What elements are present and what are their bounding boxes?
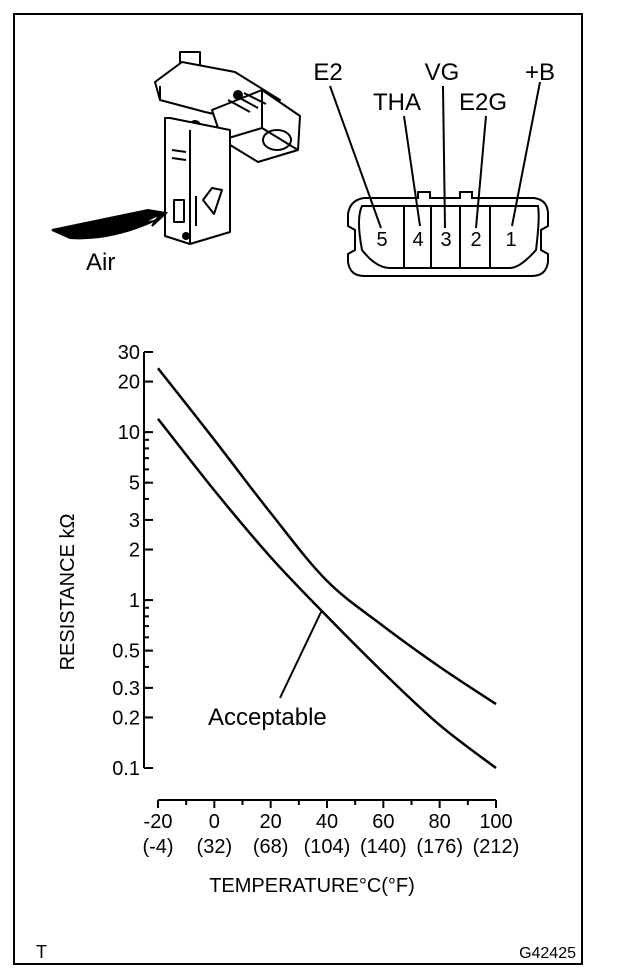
x-tick-label-fahrenheit: (212): [473, 836, 520, 858]
acceptable-leader-line: [279, 609, 323, 699]
chart-series: [157, 367, 497, 769]
terminal-name: +B: [525, 59, 555, 86]
x-tick-label-fahrenheit: (32): [197, 836, 233, 858]
pin-number: 3: [440, 229, 451, 251]
x-tick-label-fahrenheit: (140): [360, 836, 407, 858]
y-tick-label: 30: [118, 342, 140, 364]
connector-face: [347, 191, 549, 277]
x-tick-label-fahrenheit: (176): [416, 836, 463, 858]
x-tick-label-celsius: 80: [429, 811, 451, 833]
terminal-name: VG: [425, 59, 460, 86]
x-tick-label-celsius: -20: [144, 811, 173, 833]
x-tick-label-celsius: 100: [479, 811, 512, 833]
pin-number: 5: [376, 229, 387, 251]
y-tick-label: 10: [118, 422, 140, 444]
y-tick-label: 1: [129, 590, 140, 612]
lower-limit-curve: [157, 418, 497, 769]
x-axis-label: TEMPERATURE°C(°F): [209, 875, 415, 897]
y-tick-label: 3: [129, 510, 140, 532]
terminal-name: THA: [373, 89, 421, 116]
figure-border: [13, 13, 583, 965]
terminal-name: E2G: [459, 89, 507, 116]
x-tick-label-fahrenheit: (-4): [142, 836, 173, 858]
y-tick-label: 0.5: [112, 641, 140, 663]
terminal-leader-lines: [329, 81, 541, 229]
upper-limit-curve: [157, 367, 497, 706]
pin-number: 1: [505, 229, 516, 251]
acceptable-annotation: Acceptable: [208, 704, 327, 731]
resistance-temperature-chart: 30 20 10 5 3 2 1 0.5 0.3 0.2 0.1 -20 (-4) 0 (32) 20 (68…: [57, 342, 519, 897]
x-tick-label-celsius: 20: [260, 811, 282, 833]
terminal-names: E2 THA VG E2G +B: [313, 59, 555, 116]
y-tick-label: 0.1: [112, 758, 140, 780]
y-axis-label: RESISTANCE kΩ: [57, 514, 79, 671]
figure-id: G42425: [519, 945, 576, 962]
y-tick-label: 0.3: [112, 678, 140, 700]
airflow-arrow: [51, 208, 169, 240]
terminal-name: E2: [313, 59, 342, 86]
y-tick-label: 2: [129, 540, 140, 562]
pin-number: 2: [470, 229, 481, 251]
x-tick-labels: -20 (-4) 0 (32) 20 (68) 40 (104) 60 (140) 80 (176) 1…: [142, 811, 519, 858]
x-tick-label-fahrenheit: (68): [253, 836, 289, 858]
air-flow-meter-illustration: [154, 51, 301, 245]
y-tick-label: 20: [118, 372, 140, 394]
x-tick-label-fahrenheit: (104): [304, 836, 351, 858]
footer-code: T: [36, 942, 47, 962]
pin-number: 4: [412, 229, 423, 251]
x-tick-label-celsius: 0: [209, 811, 220, 833]
air-label: Air: [86, 249, 115, 276]
connector-pin-numbers: 5 4 3 2 1: [376, 229, 516, 251]
y-tick-label: 5: [129, 473, 140, 495]
x-tick-label-celsius: 60: [372, 811, 394, 833]
y-tick-labels: 30 20 10 5 3 2 1 0.5 0.3 0.2 0.1: [112, 342, 140, 780]
y-tick-label: 0.2: [112, 707, 140, 729]
chart-axes: [143, 351, 497, 808]
x-tick-label-celsius: 40: [316, 811, 338, 833]
